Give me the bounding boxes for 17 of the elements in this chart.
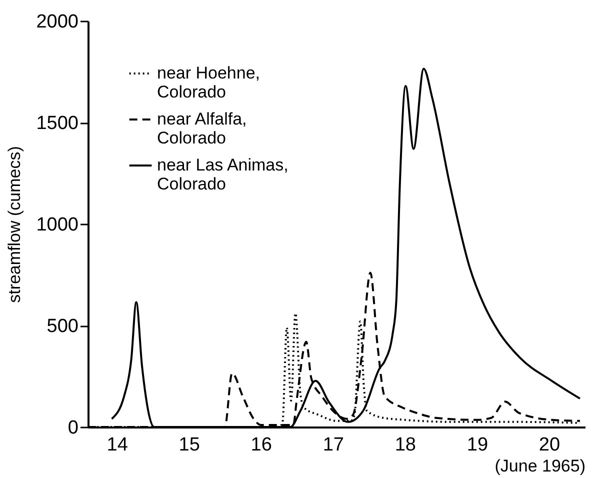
y-tick-label: 1500 — [36, 113, 78, 134]
y-tick-label: 0 — [68, 418, 78, 438]
x-tick-label: 17 — [322, 434, 344, 456]
x-axis-title: (June 1965) — [494, 456, 586, 476]
x-tick-label: 20 — [538, 434, 560, 456]
x-tick-label: 18 — [394, 434, 416, 456]
x-tick-label: 14 — [106, 434, 128, 456]
legend-label: near Las Animas, Colorado — [157, 156, 288, 194]
x-tick-label: 16 — [250, 434, 272, 456]
y-axis-title: streamflow (cumecs) — [5, 146, 24, 303]
x-tick-label: 19 — [466, 434, 488, 456]
legend-label: near Alfalfa, Colorado — [157, 110, 247, 148]
y-tick-label: 1000 — [36, 214, 78, 236]
x-tick-label: 15 — [178, 434, 200, 456]
y-tick-label: 500 — [46, 316, 78, 337]
legend-label: near Hoehne, Colorado — [157, 64, 260, 102]
y-tick-label: 2000 — [36, 12, 78, 32]
